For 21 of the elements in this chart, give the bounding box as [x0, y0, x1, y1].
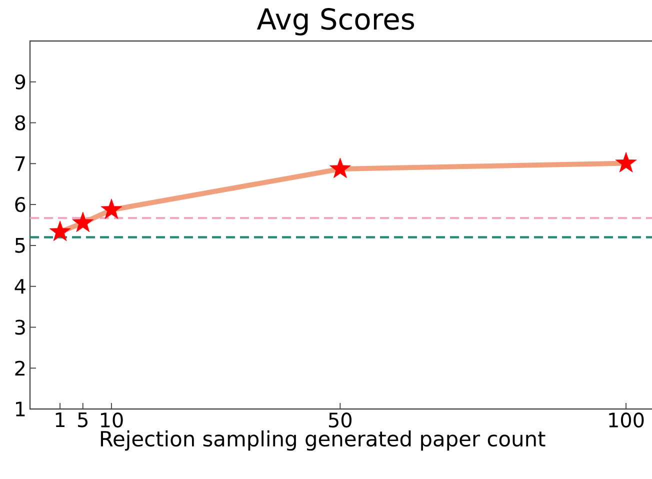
point: [100, 198, 122, 219]
x-axis-title: Rejection sampling generated paper count: [100, 430, 546, 451]
y-tick-label: 2: [15, 360, 24, 376]
point: [615, 152, 637, 172]
y-tick-label: 3: [15, 320, 25, 335]
chart-title: Avg Scores: [256, 8, 414, 36]
y-tick-label: 5: [15, 238, 25, 253]
point: [330, 158, 351, 178]
y-tick-label: 9: [15, 74, 26, 90]
x-tick-label: 5: [78, 412, 88, 428]
y-tick-label: 6: [15, 197, 26, 212]
point: [49, 220, 71, 242]
y-tick-label: 1: [16, 402, 25, 416]
x-tick-label: 100: [609, 412, 644, 428]
x-tick-label: 50: [329, 412, 352, 428]
y-tick-label: 8: [15, 115, 26, 130]
x-tick-label: 1: [56, 412, 65, 428]
y-tick-label: 4: [14, 279, 26, 294]
y-tick-label: 7: [15, 156, 25, 171]
point: [72, 212, 94, 232]
x-tick-label: 10: [100, 412, 123, 428]
